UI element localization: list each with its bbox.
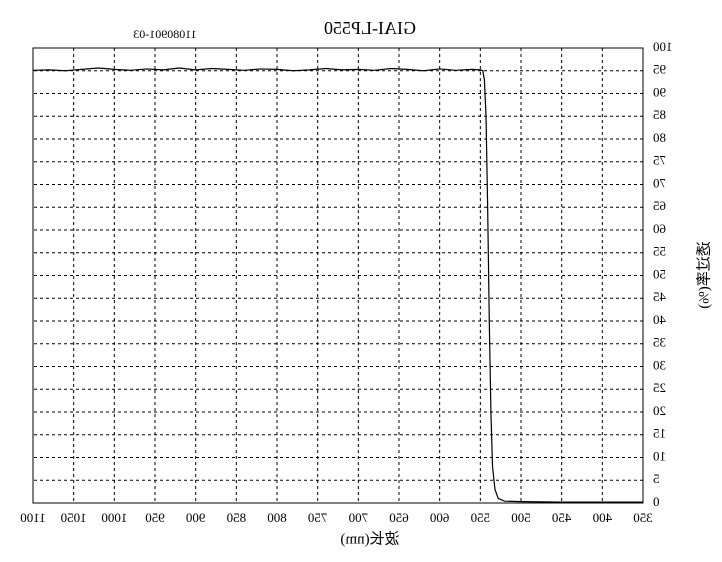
chart-body: GIAI-LP550 11080901-03 波长(nm) 透过率(%) 0 5 1… — [20, 18, 712, 547]
x-tick-label: 950 — [145, 510, 165, 525]
x-tick-label: 450 — [552, 510, 572, 525]
y-tick-label: 10 — [653, 448, 666, 463]
y-tick-label: 25 — [653, 380, 666, 395]
x-tick-label: 500 — [511, 510, 531, 525]
y-tick-label: 5 — [653, 471, 660, 486]
x-tick-label: 350 — [633, 510, 653, 525]
x-tick-label: 1100 — [20, 510, 46, 525]
y-tick-label: 95 — [653, 62, 666, 77]
x-tick-label: 700 — [349, 510, 369, 525]
x-tick-label: 400 — [593, 510, 613, 525]
y-tick-label: 40 — [653, 312, 666, 327]
x-tick-label: 750 — [308, 510, 328, 525]
x-tick-label: 550 — [471, 510, 491, 525]
y-tick-label: 80 — [653, 130, 666, 145]
y-tick-label: 45 — [653, 289, 666, 304]
y-tick-label: 20 — [653, 403, 666, 418]
x-tick-label: 800 — [267, 510, 287, 525]
y-tick-label: 30 — [653, 357, 666, 372]
y-axis-label: 透过率(%) — [695, 241, 712, 309]
x-axis-label: 波长(nm) — [340, 530, 399, 547]
y-tick-label: 85 — [653, 107, 666, 122]
x-tick-label: 600 — [430, 510, 450, 525]
y-tick-label: 75 — [653, 153, 666, 168]
data-line — [32, 67, 643, 503]
chart-title: GIAI-LP550 — [324, 18, 416, 38]
plot-frame — [32, 47, 644, 504]
annotation: 11080901-03 — [133, 27, 197, 41]
y-tick-label: 55 — [653, 244, 666, 259]
x-tick-label: 850 — [227, 510, 247, 525]
x-tick-label: 900 — [186, 510, 206, 525]
y-tick-label: 100 — [653, 39, 673, 54]
y-tick-label: 60 — [653, 221, 666, 236]
y-tick-label: 35 — [653, 335, 666, 350]
y-tick-label: 65 — [653, 198, 666, 213]
y-tick-label: 50 — [653, 266, 666, 281]
x-tick-label: 1000 — [101, 510, 127, 525]
y-tick-label: 70 — [653, 175, 666, 190]
y-tick-label: 0 — [653, 494, 660, 509]
x-tick-label: 650 — [389, 510, 409, 525]
x-tick-label: 1050 — [61, 510, 87, 525]
y-tick-label: 15 — [653, 426, 666, 441]
y-tick-label: 90 — [653, 84, 666, 99]
